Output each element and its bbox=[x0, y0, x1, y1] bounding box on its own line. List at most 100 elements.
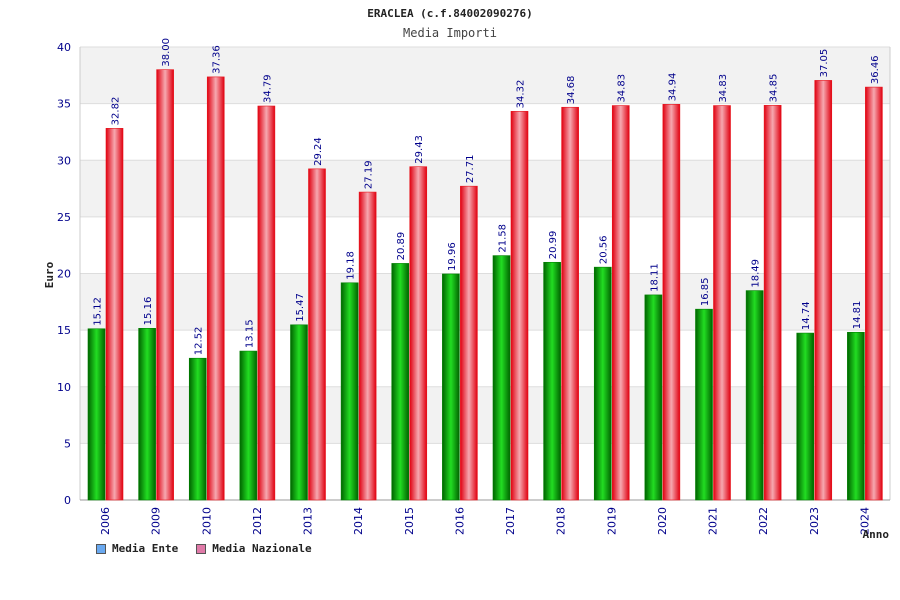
bar-value-label: 29.43 bbox=[414, 135, 425, 164]
x-tick-label: 2009 bbox=[150, 507, 163, 535]
bar-media-nazionale bbox=[257, 105, 276, 501]
bar-value-label: 34.68 bbox=[566, 76, 577, 105]
bar-value-label: 34.79 bbox=[262, 74, 273, 103]
legend-item-nazionale: Media Nazionale bbox=[196, 542, 312, 555]
y-tick-label: 25 bbox=[57, 211, 71, 224]
y-tick-label: 35 bbox=[57, 98, 71, 111]
bar-media-ente bbox=[442, 273, 460, 501]
bar-value-label: 14.81 bbox=[852, 301, 863, 330]
bar-value-label: 36.46 bbox=[870, 55, 881, 84]
bar-value-label: 18.11 bbox=[649, 263, 660, 292]
bar-value-label: 37.36 bbox=[212, 45, 223, 74]
bar-media-ente bbox=[593, 266, 612, 501]
bar-media-nazionale bbox=[206, 76, 225, 501]
bar-value-label: 18.49 bbox=[751, 259, 762, 288]
bar-value-label: 37.05 bbox=[819, 49, 830, 78]
bar-value-label: 32.82 bbox=[111, 97, 122, 126]
bar-media-nazionale bbox=[460, 185, 478, 501]
bar-value-label: 20.99 bbox=[548, 231, 559, 260]
y-tick-label: 40 bbox=[57, 41, 71, 54]
bar-value-label: 38.00 bbox=[161, 38, 172, 67]
x-tick-label: 2015 bbox=[403, 507, 416, 535]
bars bbox=[87, 69, 883, 501]
bar-media-ente bbox=[543, 261, 561, 501]
bar-value-label: 20.56 bbox=[599, 236, 610, 265]
bar-media-ente bbox=[188, 357, 207, 501]
x-tick-label: 2020 bbox=[656, 507, 669, 535]
legend-item-ente: Media Ente bbox=[96, 542, 178, 555]
bar-value-label: 27.19 bbox=[364, 160, 375, 189]
bar-value-label: 34.32 bbox=[516, 80, 527, 109]
bar-media-nazionale bbox=[409, 166, 428, 501]
bar-media-nazionale bbox=[611, 105, 630, 501]
x-tick-label: 2022 bbox=[757, 507, 770, 535]
bar-media-nazionale bbox=[662, 104, 681, 501]
bar-value-label: 29.24 bbox=[313, 137, 324, 166]
bar-media-nazionale bbox=[510, 111, 529, 501]
bar-media-nazionale bbox=[105, 128, 124, 501]
x-tick-label: 2019 bbox=[605, 507, 618, 535]
x-tick-label: 2016 bbox=[453, 507, 466, 535]
bar-media-ente bbox=[290, 324, 308, 501]
x-tick-label: 2010 bbox=[200, 507, 213, 535]
chart-subtitle: Media Importi bbox=[403, 26, 497, 40]
bar-media-ente bbox=[340, 282, 359, 501]
y-axis-label: Euro bbox=[43, 261, 56, 288]
bar-media-ente bbox=[87, 328, 106, 501]
x-tick-label: 2021 bbox=[707, 507, 720, 535]
bar-value-label: 19.18 bbox=[346, 251, 357, 280]
bar-media-nazionale bbox=[308, 168, 326, 501]
bar-value-label: 12.52 bbox=[194, 327, 205, 356]
bar-value-label: 15.12 bbox=[93, 297, 104, 326]
x-tick-label: 2013 bbox=[302, 507, 315, 535]
bar-media-ente bbox=[239, 350, 258, 501]
legend-label-nazionale: Media Nazionale bbox=[212, 542, 312, 555]
bar-media-ente bbox=[847, 331, 865, 501]
bar-media-nazionale bbox=[713, 105, 731, 501]
bar-value-label: 19.96 bbox=[447, 242, 458, 271]
x-tick-label: 2017 bbox=[504, 507, 517, 535]
bar-value-label: 34.83 bbox=[617, 74, 628, 103]
chart-title: ERACLEA (c.f.84002090276) bbox=[367, 7, 533, 20]
x-axis-label: Anno bbox=[863, 528, 890, 541]
bar-value-label: 16.85 bbox=[700, 278, 711, 307]
bar-media-ente bbox=[796, 332, 815, 501]
legend-swatch-nazionale bbox=[196, 543, 207, 554]
x-tick-label: 2024 bbox=[858, 507, 871, 535]
bar-value-labels: 15.12 32.82 15.16 38.00 12.52 37.36 13.15 34.79… bbox=[93, 38, 881, 355]
x-tick-label: 2012 bbox=[251, 507, 264, 535]
legend: Media Ente Media Nazionale bbox=[96, 542, 312, 555]
bar-media-ente bbox=[695, 308, 713, 501]
bar-media-nazionale bbox=[561, 106, 579, 501]
y-tick-label: 30 bbox=[57, 154, 71, 167]
x-tick-label: 2023 bbox=[808, 507, 821, 535]
bar-value-label: 15.16 bbox=[143, 297, 154, 326]
legend-label-ente: Media Ente bbox=[112, 542, 179, 555]
bar-value-label: 34.85 bbox=[769, 74, 780, 103]
bar-media-ente bbox=[492, 255, 511, 501]
bar-media-nazionale bbox=[358, 191, 377, 501]
bar-media-nazionale bbox=[814, 80, 833, 501]
bar-value-label: 34.83 bbox=[718, 74, 729, 103]
x-tick-label: 2006 bbox=[99, 507, 112, 535]
x-tick-label: 2014 bbox=[352, 507, 365, 535]
bar-media-ente bbox=[745, 290, 764, 501]
bar-value-label: 34.94 bbox=[667, 73, 678, 102]
bar-media-ente bbox=[138, 328, 156, 501]
bar-value-label: 14.74 bbox=[801, 301, 812, 330]
x-axis-ticks: 2006 2009 2010 2012 2013 2014 2015 2016 2017 2018… bbox=[99, 507, 871, 535]
x-tick-label: 2018 bbox=[555, 507, 568, 535]
bar-media-nazionale bbox=[865, 86, 883, 501]
bar-media-nazionale bbox=[763, 105, 782, 501]
bar-value-label: 21.58 bbox=[498, 224, 509, 253]
bar-media-ente bbox=[391, 263, 410, 501]
y-tick-label: 10 bbox=[57, 381, 71, 394]
bar-value-label: 27.71 bbox=[465, 155, 476, 184]
bar-value-label: 15.47 bbox=[295, 293, 306, 322]
y-tick-label: 15 bbox=[57, 324, 71, 337]
y-axis-ticks: 0 5 10 15 20 25 30 35 40 bbox=[57, 41, 71, 507]
bar-value-label: 20.89 bbox=[396, 232, 407, 261]
y-tick-label: 0 bbox=[64, 494, 71, 507]
y-tick-label: 20 bbox=[57, 268, 71, 281]
